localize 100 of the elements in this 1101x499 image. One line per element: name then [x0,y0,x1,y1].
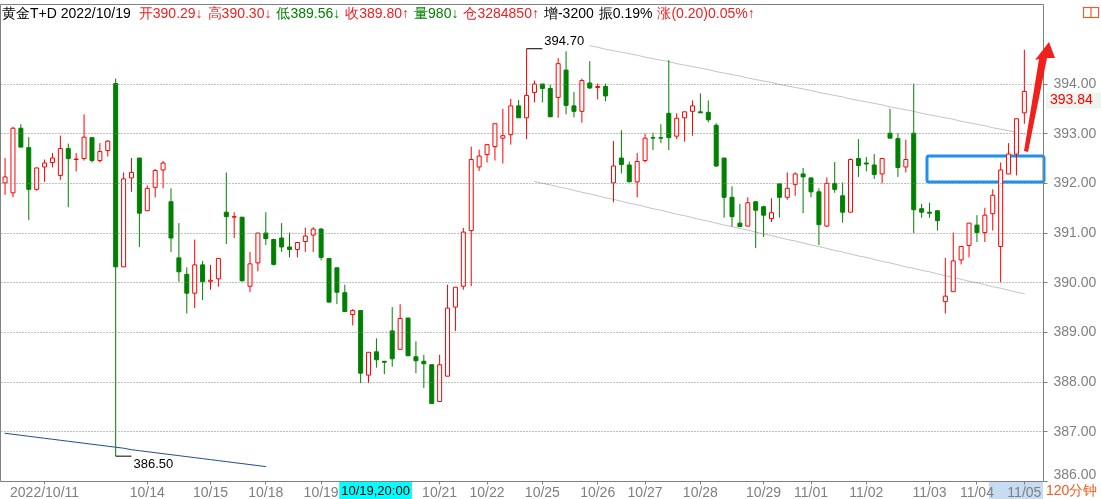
candlestick [674,112,680,140]
candlestick [626,161,632,183]
x-tick-label: 11/03 [912,483,947,499]
candlestick [610,140,616,203]
candlestick [658,123,664,144]
candlestick [840,181,846,224]
candlestick [200,260,206,301]
candlestick [982,207,988,243]
candlestick [413,340,419,374]
chart-title: 黄金T+D 2022/10/19 [2,5,132,21]
candlestick [934,210,940,232]
candlestick [524,48,530,140]
candlestick [903,139,909,173]
candlestick [310,226,316,253]
candlestick [223,171,229,245]
y-tick-label: 388.00 [1053,373,1097,390]
x-tick-label: 10/29 [746,483,782,499]
candlestick [650,132,656,151]
annotation: 振0.19% [598,5,653,21]
y-tick-label: 391.00 [1053,224,1097,241]
candlestick [492,123,498,162]
x-tick-label: 10/27 [627,483,663,499]
candlestick [769,197,774,223]
candlestick [263,211,269,246]
candlestick [73,152,79,172]
x-tick-label: 10/21 [422,483,458,499]
candlestick [729,185,735,228]
candlestick [761,205,767,238]
x-tick-label: 10/14 [129,483,166,499]
candlestick [34,166,40,192]
candlestick [342,284,348,313]
line-series [533,180,1025,295]
candlestick [287,232,293,258]
candlestick [97,142,103,163]
candlestick [81,113,87,162]
candlestick [366,351,372,384]
x-tick-label: 10/28 [682,483,719,499]
y-tick-label: 392.00 [1053,174,1097,191]
candlestick [990,188,996,232]
annotation: 开390.29↓ [138,5,203,21]
candlestick [421,354,427,389]
candlestick [634,152,640,198]
candlestick [452,286,458,332]
candlestick [887,108,893,139]
candlestick [587,60,593,90]
annotation: 低389.56↓ [276,5,341,21]
annotation: 涨(0.20)0.05%↑ [657,5,755,21]
candlestick [571,91,577,118]
annotation: 增-3200 [542,5,594,21]
y-tick-label: 390.00 [1053,273,1097,290]
x-tick-label: 11/01 [794,483,829,499]
candlestick [1021,49,1027,125]
candlestick [776,183,782,219]
annotation: 收389.80↑ [345,5,410,21]
line-series [589,45,1025,135]
candlestick [18,123,24,148]
x-tick-label: 11/02 [849,483,884,499]
candlestick [942,257,948,315]
text: 393.84 [1050,91,1094,108]
candlestick [871,153,877,180]
candlestick [160,160,166,189]
candlestick [855,138,861,178]
x-tick-label: 10/25 [524,483,561,499]
candlestick [152,168,158,198]
candlestick [737,203,743,228]
candlestick [808,177,814,198]
candlestick [231,211,237,239]
x-tick-label: 10/15 [192,483,229,499]
candlestick [800,167,806,214]
candlestick [705,99,711,123]
candlestick [832,161,838,194]
candlestick [65,143,71,208]
candlestick [302,227,308,253]
candlestick [42,159,48,183]
y-tick-label: 393.00 [1053,124,1097,141]
x-tick-label: 10/18 [248,483,284,499]
candlestick [373,337,379,369]
candlestick [745,196,751,227]
y-tick-label: 389.00 [1053,323,1097,340]
candlestick [247,251,253,293]
annotation: 386.50 [133,456,174,472]
x-tick-label: 10/26 [580,483,616,499]
annotation: 仓3284850↑ [463,5,539,21]
candlestick [642,133,648,163]
candlestick [208,264,213,291]
annotation: 量980↓ [414,5,459,21]
candlestick [792,171,798,197]
line-series [4,432,267,468]
candlestick [128,157,134,193]
y-tick-label: 386.00 [1053,465,1097,482]
candlestick [89,137,95,163]
candlestick [689,99,695,137]
annotation: 高390.30↓ [207,5,272,21]
candlestick [184,266,190,315]
candlestick [974,214,980,243]
text: 120分钟 [1046,482,1098,498]
x-tick-label: 10/22 [469,483,505,499]
candlestick [753,201,759,249]
annotation: 394.70 [544,32,585,48]
candlestick [682,111,688,143]
